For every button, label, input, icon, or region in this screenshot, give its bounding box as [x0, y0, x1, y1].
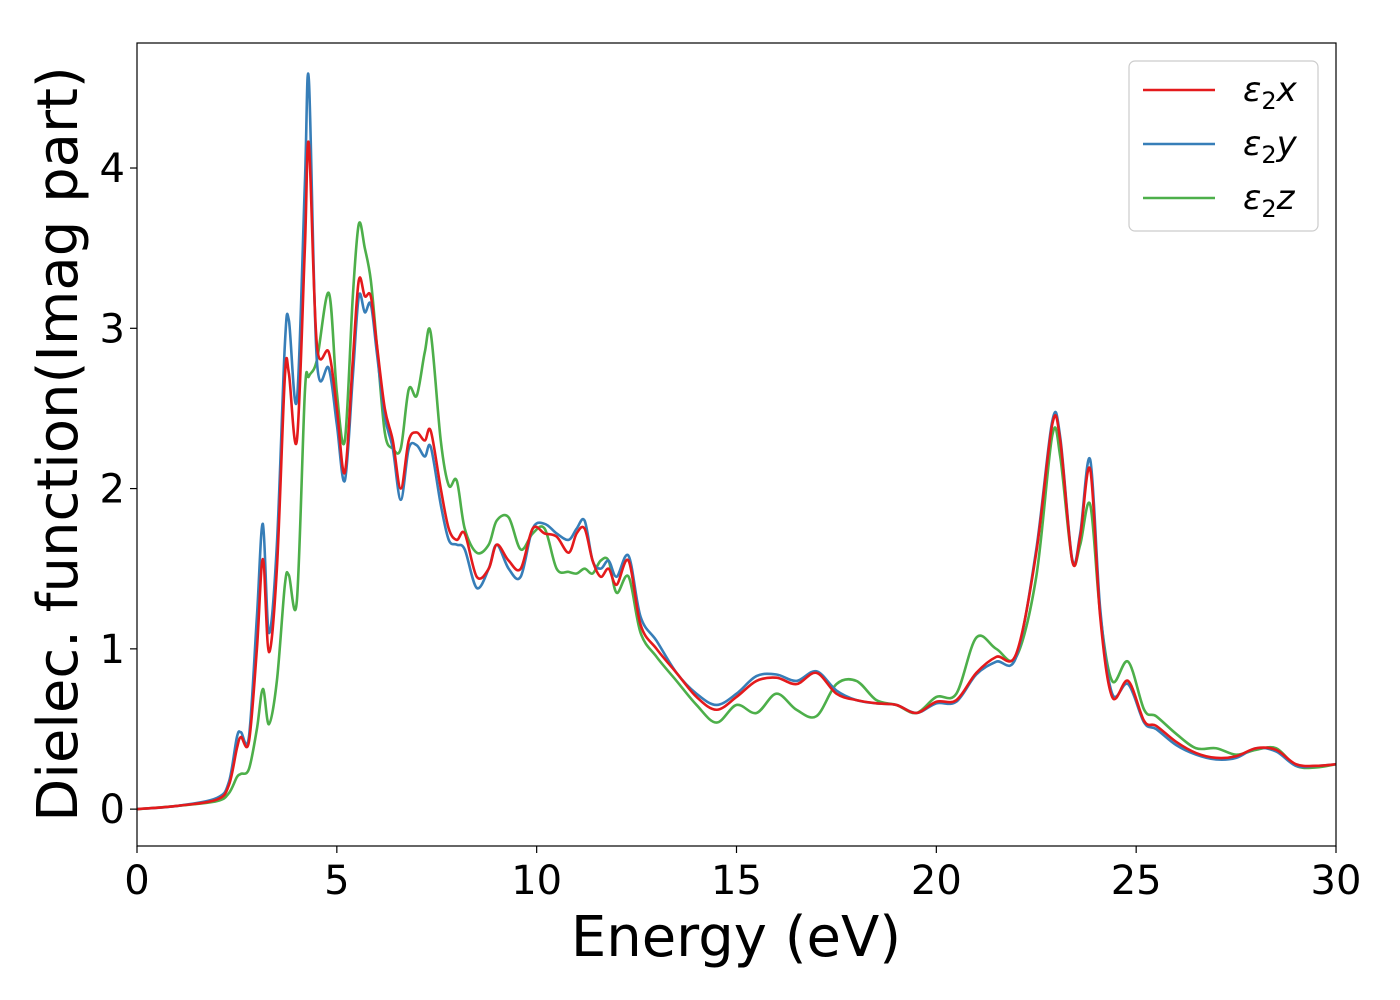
x-tick-label: 15: [711, 858, 762, 904]
x-axis-title: Energy (eV): [571, 905, 901, 970]
legend-label-z: ε2z: [1243, 178, 1296, 223]
x-tick-label: 20: [911, 858, 962, 904]
series-layer: [136, 72, 1337, 811]
y-tick-label: 3: [100, 306, 125, 352]
y-tick-label: 2: [100, 467, 125, 513]
y-tick-label: 1: [100, 627, 125, 673]
y-tick-label: 4: [100, 146, 125, 192]
x-tick-label: 0: [124, 858, 149, 904]
legend-label-x: ε2x: [1243, 70, 1298, 115]
x-tick-label: 5: [324, 858, 349, 904]
x-tick-label: 10: [511, 858, 562, 904]
legend-label-y: ε2y: [1243, 124, 1298, 169]
legend-box: [1128, 60, 1319, 232]
x-axis: 0 5 10 15 20 25 30: [124, 846, 1361, 904]
x-tick-label: 30: [1311, 858, 1362, 904]
x-tick-label: 25: [1111, 858, 1162, 904]
legend: ε2x ε2y ε2z: [1128, 60, 1319, 232]
series-line-x: [136, 140, 1337, 811]
y-axis-title: Dielec. function(Imag part): [26, 66, 91, 822]
y-tick-label: 0: [100, 787, 125, 833]
y-axis: 0 1 2 3 4: [100, 146, 137, 833]
